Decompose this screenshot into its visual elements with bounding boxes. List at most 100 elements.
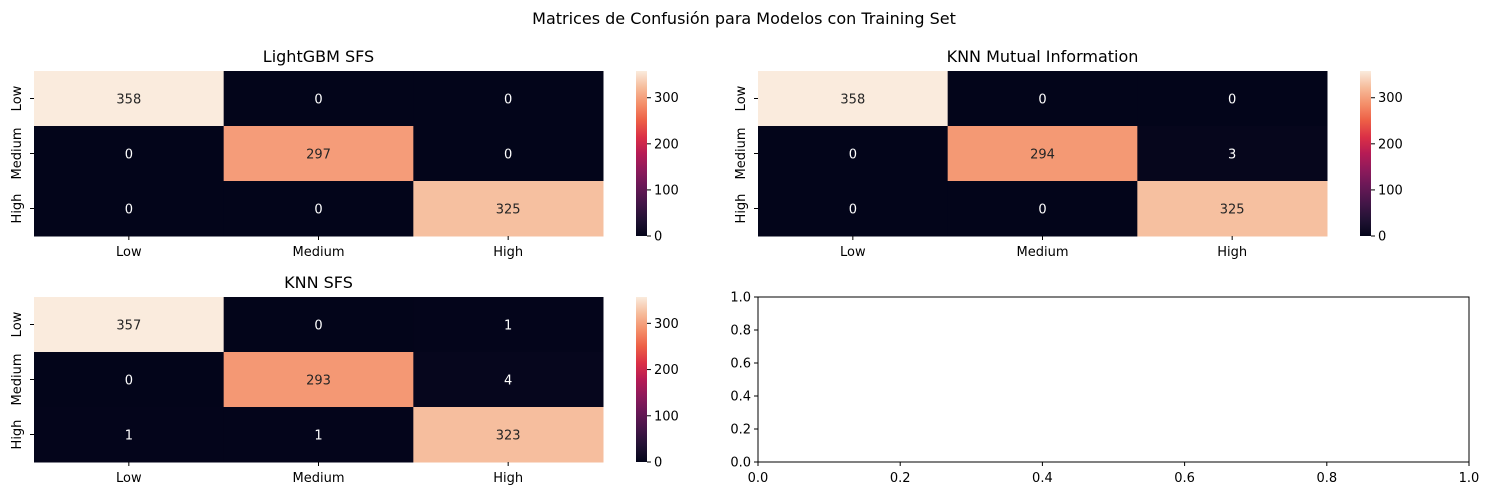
- x-tick-label: 0.0: [748, 471, 769, 486]
- heatmap-cell: [34, 181, 225, 237]
- heatmap-cell: [34, 407, 225, 463]
- x-tick-label: 1.0: [1459, 471, 1480, 486]
- x-tick-label: Medium: [1017, 245, 1069, 260]
- y-tick-label: 1.0: [730, 291, 751, 306]
- y-tick-label: Low: [10, 85, 25, 111]
- cell-value-label: 325: [496, 203, 521, 218]
- cell-value-label: 294: [1030, 148, 1055, 163]
- heatmap-cell: [947, 126, 1138, 182]
- y-tick-label: 0.2: [730, 423, 751, 438]
- colorbar: [1360, 71, 1371, 236]
- cell-value-label: 297: [306, 148, 331, 163]
- x-tick-label: Medium: [293, 471, 345, 486]
- heatmap-cell: [34, 352, 225, 408]
- x-tick-label: Low: [840, 245, 866, 260]
- heatmap-panel: KNN SFS 357 0 1 0 293 4 1 1 323 Low Medium High Low Me…: [10, 273, 679, 486]
- y-tick-label: 0.4: [730, 390, 751, 405]
- y-tick-label: Medium: [10, 128, 25, 180]
- heatmap-cell: [1137, 71, 1328, 127]
- cell-value-label: 0: [849, 203, 857, 218]
- cell-value-label: 0: [849, 148, 857, 163]
- colorbar-tick-label: 0: [654, 230, 662, 245]
- cell-value-label: 325: [1220, 203, 1245, 218]
- colorbar-tick-label: 100: [654, 409, 679, 424]
- colorbar-tick-label: 300: [654, 91, 679, 106]
- y-tick-label: Medium: [734, 128, 749, 180]
- y-tick-label: Low: [734, 85, 749, 111]
- colorbar-tick-label: 300: [654, 317, 679, 332]
- colorbar-tick-label: 0: [1378, 230, 1386, 245]
- cell-value-label: 1: [125, 429, 133, 444]
- heatmap-cell: [223, 297, 414, 353]
- heatmap-cell: [1137, 181, 1328, 237]
- cell-value-label: 0: [1228, 93, 1236, 108]
- cell-value-label: 0: [125, 374, 133, 389]
- heatmap-title: LightGBM SFS: [263, 47, 374, 66]
- colorbar-tick-label: 100: [654, 183, 679, 198]
- x-tick-label: 0.6: [1174, 471, 1195, 486]
- heatmap-cell: [413, 352, 604, 408]
- heatmap-cell: [34, 71, 225, 127]
- cell-value-label: 0: [314, 203, 322, 218]
- heatmap-panel: LightGBM SFS 358 0 0 0 297 0 0 0 325 Low Medium High…: [10, 47, 679, 260]
- colorbar-tick-label: 0: [654, 456, 662, 471]
- heatmap-cell: [947, 71, 1138, 127]
- cell-value-label: 0: [125, 148, 133, 163]
- colorbar: [636, 297, 647, 462]
- heatmap-cell: [947, 181, 1138, 237]
- cell-value-label: 357: [116, 319, 141, 334]
- cell-value-label: 0: [125, 203, 133, 218]
- cell-value-label: 0: [504, 148, 512, 163]
- figure-suptitle: Matrices de Confusión para Modelos con T…: [532, 9, 956, 28]
- heatmap-title: KNN Mutual Information: [947, 47, 1139, 66]
- colorbar-tick-label: 200: [654, 363, 679, 378]
- colorbar-tick-label: 300: [1378, 91, 1403, 106]
- x-tick-label: 0.8: [1316, 471, 1337, 486]
- heatmap-cell: [758, 71, 949, 127]
- x-tick-label: 0.2: [890, 471, 911, 486]
- cell-value-label: 358: [116, 93, 141, 108]
- colorbar-tick-label: 200: [1378, 137, 1403, 152]
- heatmap-cell: [223, 126, 414, 182]
- heatmap-cell: [223, 407, 414, 463]
- y-tick-label: High: [734, 194, 749, 224]
- cell-value-label: 1: [314, 429, 322, 444]
- axes-frame: [757, 296, 1470, 463]
- x-tick-label: Medium: [293, 245, 345, 260]
- x-tick-label: High: [493, 245, 523, 260]
- cell-value-label: 323: [496, 429, 521, 444]
- heatmap-cell: [223, 71, 414, 127]
- cell-value-label: 0: [1038, 203, 1046, 218]
- colorbar-tick-label: 100: [1378, 183, 1403, 198]
- cell-value-label: 0: [314, 319, 322, 334]
- heatmap-cell: [758, 126, 949, 182]
- y-tick-label: 0.8: [730, 324, 751, 339]
- heatmap-title: KNN SFS: [284, 273, 353, 292]
- cell-value-label: 3: [1228, 148, 1236, 163]
- heatmap-cell: [34, 297, 225, 353]
- cell-value-label: 0: [1038, 93, 1046, 108]
- heatmap-cell: [223, 352, 414, 408]
- x-tick-label: 0.4: [1032, 471, 1053, 486]
- colorbar-tick-label: 200: [654, 137, 679, 152]
- y-tick-label: Low: [10, 311, 25, 337]
- y-tick-label: High: [10, 194, 25, 224]
- cell-value-label: 0: [504, 93, 512, 108]
- x-tick-label: High: [493, 471, 523, 486]
- x-tick-label: Low: [116, 471, 142, 486]
- heatmap-cell: [413, 407, 604, 463]
- heatmap-cell: [413, 71, 604, 127]
- x-tick-label: High: [1217, 245, 1247, 260]
- cell-value-label: 4: [504, 374, 512, 389]
- heatmap-cell: [34, 126, 225, 182]
- y-tick-label: 0.0: [730, 456, 751, 471]
- heatmap-cell: [413, 297, 604, 353]
- heatmap-cell: [758, 181, 949, 237]
- heatmap-cell: [413, 181, 604, 237]
- colorbar: [636, 71, 647, 236]
- heatmap-cell: [223, 181, 414, 237]
- cell-value-label: 1: [504, 319, 512, 334]
- heatmap-cell: [1137, 126, 1328, 182]
- cell-value-label: 358: [840, 93, 865, 108]
